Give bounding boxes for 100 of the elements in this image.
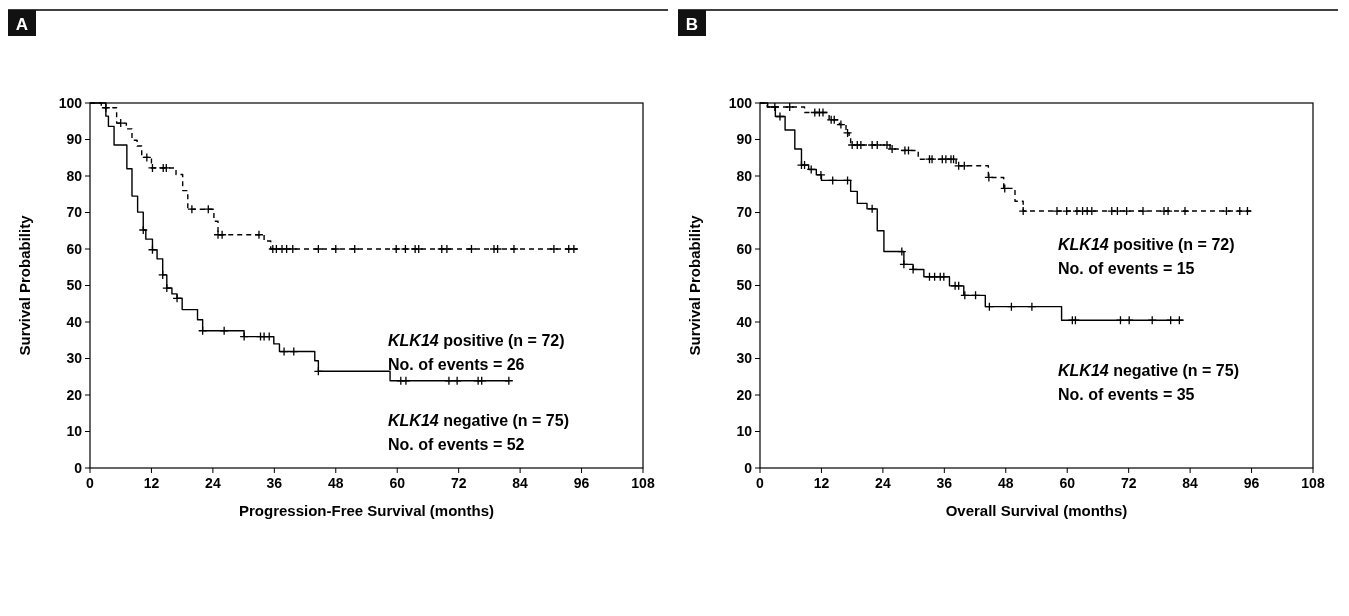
point bbox=[442, 244, 452, 254]
point bbox=[162, 283, 172, 293]
y-tick-label: 50 bbox=[66, 277, 83, 294]
y-tick-label: 10 bbox=[736, 423, 753, 440]
point bbox=[1242, 206, 1253, 216]
point bbox=[770, 102, 780, 112]
point bbox=[908, 264, 918, 275]
point bbox=[116, 118, 126, 128]
x-axis-title: Progression-Free Survival (months) bbox=[238, 502, 495, 519]
annotation: KLK14 negative (n = 75) bbox=[388, 412, 569, 429]
point bbox=[101, 103, 111, 113]
y-tick-label: 40 bbox=[736, 313, 753, 330]
x-tick-label: 48 bbox=[997, 475, 1014, 491]
x-tick-label: 108 bbox=[631, 475, 655, 491]
x-tick-label: 36 bbox=[266, 475, 283, 491]
x-tick-label: 0 bbox=[86, 475, 95, 491]
point bbox=[138, 225, 148, 235]
chart-title: A bbox=[15, 15, 29, 34]
point bbox=[954, 281, 964, 291]
point bbox=[239, 331, 249, 342]
point bbox=[1163, 206, 1173, 216]
point bbox=[391, 244, 401, 254]
y-axis-title: Survival Probability bbox=[16, 214, 33, 356]
point bbox=[1072, 206, 1082, 216]
y-tick-label: 70 bbox=[736, 204, 753, 221]
point bbox=[1235, 206, 1245, 216]
point bbox=[254, 230, 264, 240]
x-tick-label: 72 bbox=[1120, 475, 1137, 491]
x-tick-label: 12 bbox=[143, 475, 160, 491]
point bbox=[899, 259, 909, 269]
y-tick-label: 50 bbox=[736, 277, 753, 294]
y-tick-label: 90 bbox=[66, 131, 83, 148]
point bbox=[401, 376, 411, 386]
y-tick-label: 100 bbox=[58, 94, 83, 111]
annotation: KLK14 negative (n = 75) bbox=[1058, 362, 1239, 379]
x-tick-label: 60 bbox=[1059, 475, 1076, 491]
point bbox=[867, 204, 877, 214]
point bbox=[1221, 206, 1232, 216]
point bbox=[187, 204, 197, 214]
y-tick-label: 40 bbox=[66, 313, 83, 330]
x-tick-label: 24 bbox=[875, 475, 891, 491]
point bbox=[569, 244, 579, 254]
point bbox=[172, 293, 182, 303]
point bbox=[444, 376, 454, 386]
annotation: KLK14 positive (n = 72) bbox=[388, 332, 565, 349]
point bbox=[984, 172, 994, 183]
point bbox=[147, 163, 158, 173]
x-tick-label: 36 bbox=[936, 475, 953, 491]
point bbox=[217, 230, 227, 240]
y-tick-label: 100 bbox=[728, 94, 753, 111]
point bbox=[1180, 206, 1190, 216]
chart-title: B bbox=[685, 15, 699, 34]
point bbox=[549, 244, 559, 254]
annotation: No. of events = 52 bbox=[388, 436, 525, 453]
point bbox=[452, 376, 462, 386]
x-tick-label: 108 bbox=[1301, 475, 1325, 491]
annotation: No. of events = 26 bbox=[388, 356, 525, 373]
point bbox=[775, 111, 785, 122]
y-tick-label: 30 bbox=[736, 350, 753, 367]
x-tick-label: 72 bbox=[450, 475, 467, 491]
x-tick-label: 0 bbox=[756, 475, 765, 491]
point bbox=[785, 102, 795, 112]
point bbox=[1062, 206, 1072, 216]
point bbox=[842, 128, 853, 138]
y-axis-title: Survival Probability bbox=[686, 214, 703, 356]
x-tick-label: 96 bbox=[573, 475, 590, 491]
y-tick-label: 70 bbox=[66, 204, 83, 221]
y-tick-label: 30 bbox=[66, 350, 83, 367]
x-tick-label: 48 bbox=[327, 475, 344, 491]
point bbox=[400, 244, 411, 254]
point bbox=[158, 270, 168, 280]
point bbox=[872, 140, 882, 150]
y-tick-label: 80 bbox=[736, 167, 753, 184]
annotation: No. of events = 15 bbox=[1058, 260, 1195, 277]
y-tick-label: 10 bbox=[66, 423, 83, 440]
point bbox=[1112, 206, 1123, 216]
y-tick-label: 20 bbox=[736, 386, 753, 403]
point bbox=[1027, 302, 1037, 312]
point bbox=[313, 244, 324, 254]
point bbox=[288, 244, 298, 254]
point bbox=[1018, 206, 1028, 216]
y-tick-label: 0 bbox=[744, 459, 753, 476]
point bbox=[816, 170, 826, 180]
point bbox=[350, 244, 360, 254]
annotation: KLK14 positive (n = 72) bbox=[1058, 236, 1235, 253]
x-tick-label: 12 bbox=[813, 475, 830, 491]
y-tick-label: 60 bbox=[66, 240, 83, 257]
point bbox=[1052, 206, 1062, 216]
point bbox=[466, 244, 477, 254]
x-tick-label: 60 bbox=[389, 475, 406, 491]
x-tick-label: 84 bbox=[512, 475, 529, 491]
x-tick-label: 24 bbox=[205, 475, 221, 491]
x-tick-label: 96 bbox=[1243, 475, 1260, 491]
point bbox=[509, 244, 519, 254]
point bbox=[1121, 206, 1132, 216]
y-tick-label: 20 bbox=[66, 386, 83, 403]
y-tick-label: 80 bbox=[66, 167, 83, 184]
point bbox=[331, 244, 341, 254]
point bbox=[279, 346, 289, 357]
annotation: No. of events = 35 bbox=[1058, 386, 1195, 403]
